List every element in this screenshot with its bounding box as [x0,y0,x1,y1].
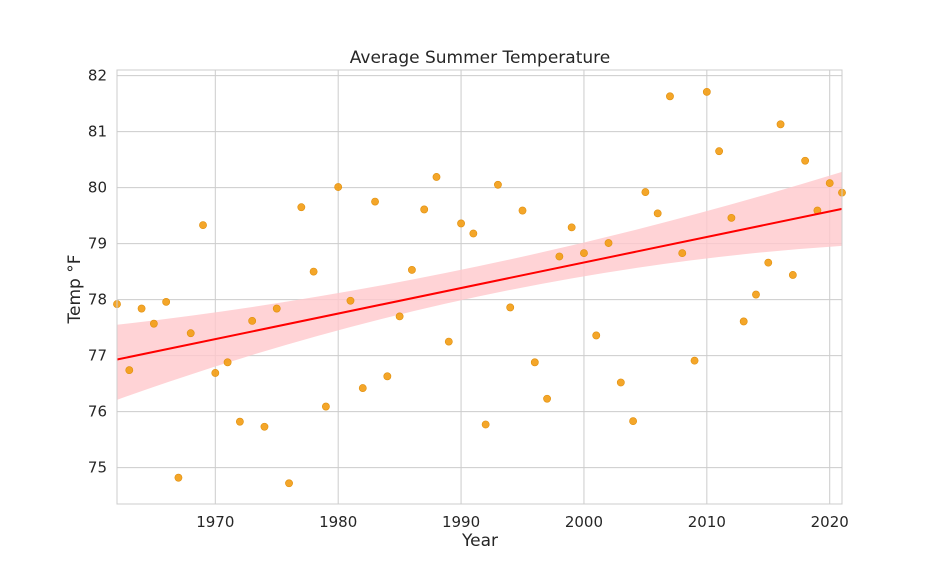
data-point [739,317,748,326]
data-point [604,239,613,247]
data-point [764,258,773,267]
data-point [248,316,257,325]
data-point [137,304,146,313]
data-point [395,312,404,321]
data-point [653,209,662,218]
x-tick-label: 2010 [688,513,726,531]
data-point [678,249,687,258]
confidence-band-layer [117,171,842,400]
data-point [629,417,638,426]
plot-frame [116,69,843,505]
data-point [592,331,601,340]
grid [117,70,842,504]
y-tick-label: 82 [88,67,107,85]
data-point [444,337,453,346]
data-point [616,378,625,387]
data-point [408,266,416,274]
data-point [235,417,244,426]
x-tick-label: 2000 [565,513,603,531]
data-point [469,229,478,238]
data-point [358,384,367,392]
chart-title: Average Summer Temperature [350,48,610,68]
data-point [543,394,551,403]
data-point [285,479,293,488]
data-point [125,366,134,375]
data-point [641,188,650,196]
data-point [752,290,760,299]
data-point [199,221,207,230]
data-point [272,304,281,313]
y-axis-label: Temp °F [65,255,85,325]
data-point [211,369,220,377]
data-point [825,179,834,188]
data-point [260,422,269,431]
y-tick-label: 79 [88,235,107,253]
data-point [149,319,158,328]
y-tick-label: 80 [88,179,107,197]
data-point [666,92,674,101]
data-point [309,267,318,276]
y-tick-label: 77 [88,347,107,365]
data-point [580,249,588,258]
scatter-points [113,87,846,488]
regression-line [116,207,843,361]
data-point [186,329,195,338]
data-point [567,223,576,232]
y-tick-labels: 75 76 77 78 79 80 81 82 [88,67,107,477]
data-point [457,219,465,228]
x-tick-labels: 1970 1980 1990 2000 2010 2020 [196,513,849,531]
data-point [383,372,392,381]
data-point [297,203,306,212]
data-point [223,358,232,367]
x-tick-label: 1970 [196,513,234,531]
data-point [776,120,785,129]
data-point [690,356,699,365]
data-point [334,183,343,191]
data-point [162,297,171,306]
data-point [346,296,355,305]
data-point [702,87,711,96]
confidence-band [117,171,842,400]
x-tick-label: 1990 [442,513,480,531]
regression-line-layer [116,207,843,361]
x-tick-label: 2020 [811,513,849,531]
data-point [715,147,724,156]
data-point [530,358,539,367]
data-point [432,173,441,181]
data-point [494,180,502,189]
data-point [371,197,379,206]
y-tick-label: 75 [88,459,107,477]
data-point [727,213,736,222]
y-tick-label: 81 [88,123,107,141]
data-point [174,473,183,482]
y-tick-label: 78 [88,291,107,309]
data-point [788,271,797,279]
x-axis-label: Year [461,531,498,551]
data-point [420,205,429,214]
data-point [481,420,490,429]
data-point [801,156,810,165]
data-point [518,206,527,215]
data-point [321,402,330,411]
data-point [506,303,515,312]
y-tick-label: 76 [88,403,107,421]
x-tick-label: 1980 [319,513,357,531]
data-point [555,252,564,261]
